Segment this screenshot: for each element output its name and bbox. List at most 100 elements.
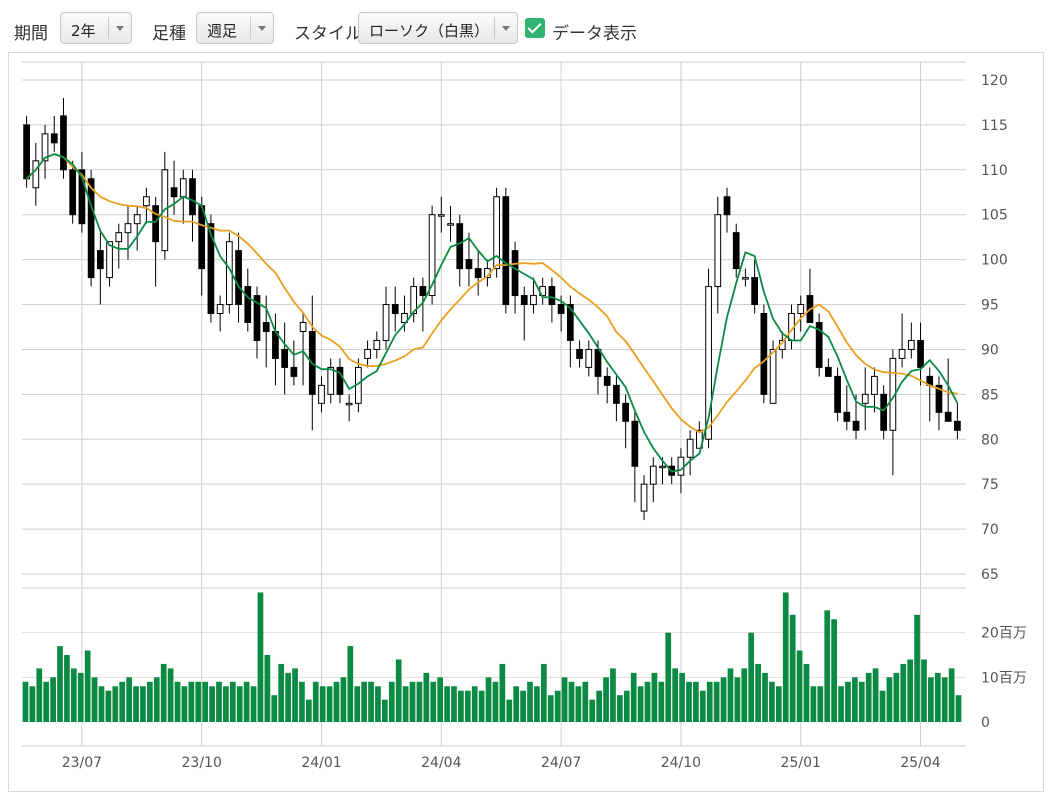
volume-bar [713,681,720,722]
candle-body [760,313,768,395]
volume-bar [444,686,450,722]
volume-bar [243,681,250,722]
candle-body [769,348,777,404]
volume-bar [437,677,444,722]
volume-bar [540,663,547,722]
volume-bar [686,681,692,722]
style-select-value: ローソク（白黒） [369,22,490,40]
candle-body [898,348,906,359]
volume-bar [907,659,914,722]
style-label: スタイル [294,24,362,44]
volume-bar [119,681,126,722]
volume-bar [153,677,160,722]
candle-body [907,339,915,350]
axis-labels: 120 115 110 105 100 95 90 85 80 75 70 65 20百万 10百万 0 23… [62,73,1027,771]
volume-bar [257,592,264,722]
candle-body [78,169,86,225]
select-divider [494,17,495,39]
volume-bar [181,686,188,722]
volume-bar [658,681,665,722]
price-tick-label: 85 [981,387,999,403]
volume-bar [236,686,243,722]
price-tick-label: 95 [981,298,999,314]
candle-body [410,286,418,315]
style-select[interactable]: ローソク（白黒） [358,12,518,44]
candle-body [96,250,104,270]
volume-bar [382,699,388,722]
candle-body [511,250,519,297]
candle-type-select-value: 週足 [207,22,238,40]
volume-bar [630,672,637,722]
candle-body [456,223,464,270]
volume-bar [561,677,568,722]
candle-body [262,321,270,332]
price-tick-label: 120 [981,73,1008,89]
volume-bar [755,663,761,722]
volume-bar [202,681,209,722]
candle-body [382,304,390,341]
volume-bar [699,690,706,722]
candle-body [954,420,961,431]
candle-body [115,232,123,243]
volume-bar [333,681,340,722]
candle-body [437,214,445,217]
volume-bar [112,686,119,722]
show-data-checkbox[interactable] [525,18,545,38]
volume-bar [499,663,506,722]
volume-bar [147,681,153,722]
candle-body [290,366,298,377]
candle-body [566,304,574,341]
volume-bar [84,650,91,722]
volume-bar [623,690,630,722]
volume-bar [326,686,333,722]
candle-body [235,250,242,306]
show-data-label[interactable]: データ表示 [552,24,637,44]
candle-body [935,384,943,413]
volume-tick-label: 20百万 [981,626,1027,642]
volume-bar [126,677,132,722]
period-label: 期間 [14,24,48,44]
time-tick-label: 23/07 [62,755,102,771]
volume-bar [651,672,658,722]
volume-bar [43,681,50,722]
candle-body [557,304,565,315]
volume-bar [603,677,609,722]
volume-bar [299,681,305,722]
select-divider [108,17,109,39]
volume-bar [554,690,561,722]
volume-bar [796,650,803,722]
candle-type-label: 足種 [152,24,186,44]
candle-body [299,321,307,332]
candle-body [585,348,593,368]
volume-bar [547,695,554,722]
volume-bar [77,672,84,722]
volume-bar [831,619,837,722]
volume-bar [361,681,367,722]
candle-body [548,286,556,306]
volume-bar [782,592,789,722]
candle-body [613,384,620,404]
volume-bar [485,677,492,722]
volume-bar [464,690,471,722]
volume-bar [471,686,478,722]
volume-bar [409,681,416,722]
candle-body [124,223,132,234]
volume-bar [278,663,285,722]
candle-body [944,411,952,422]
chart-panel [8,52,1044,792]
volume-bar [775,686,782,722]
price-tick-label: 110 [981,163,1008,179]
candle-body [447,223,454,226]
volume-bar [22,681,29,722]
time-tick-label: 24/10 [661,755,701,771]
volume-bar [319,686,326,722]
candle-body [179,178,187,198]
period-select[interactable]: 2年 [60,12,132,44]
volume-bar [388,681,395,722]
volume-bar [872,668,879,722]
candle-body [815,321,823,368]
candle-body [336,366,344,395]
volume-bar [789,614,796,722]
volume-bar [803,663,810,722]
candle-type-select[interactable]: 週足 [196,12,274,44]
